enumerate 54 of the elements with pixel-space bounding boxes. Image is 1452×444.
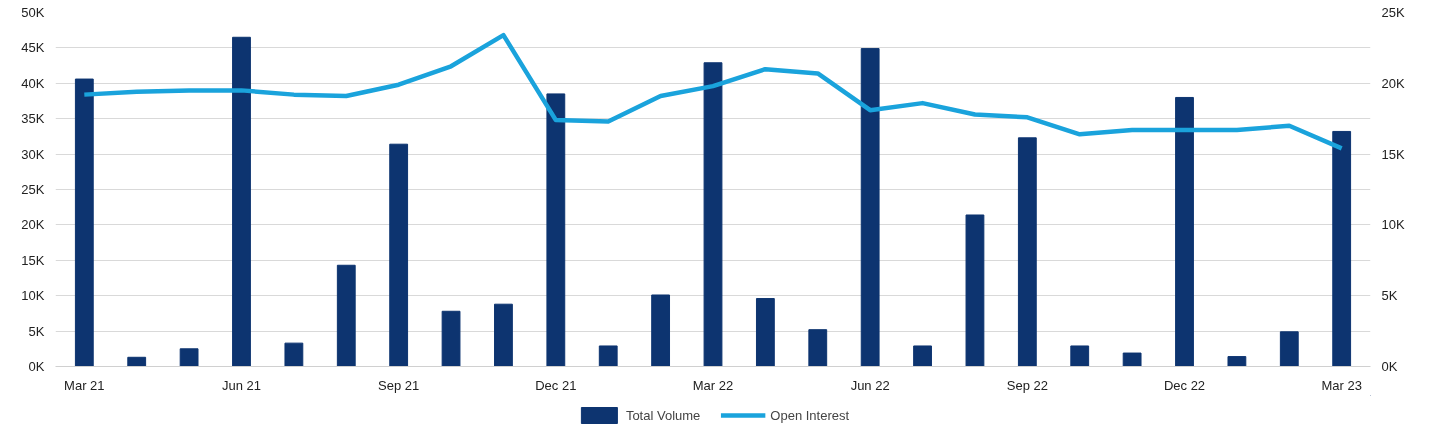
bar (1332, 130, 1352, 367)
bar (494, 303, 513, 367)
y-tick-label: 35K (21, 111, 45, 127)
x-tick-label: Jun 21 (221, 377, 262, 393)
bar (179, 348, 199, 367)
y2-tick-label: 0K (1381, 359, 1398, 374)
bar (232, 36, 251, 367)
bar (703, 62, 723, 367)
legend-label: Open Interest (770, 407, 850, 423)
legend-label: Total Volume (625, 407, 701, 423)
y-tick-label: 5K (28, 323, 45, 339)
y2-tick-label: 25K (1381, 5, 1405, 20)
y2-tick-label: 5K (1381, 288, 1398, 304)
y-tick-label: 30K (21, 146, 45, 162)
bar (1279, 331, 1299, 367)
bar (284, 342, 304, 367)
bar (808, 329, 828, 367)
bar (389, 143, 409, 367)
y-tick-label: 0K (28, 359, 45, 374)
bar (441, 310, 461, 367)
y-tick-label: 10K (21, 288, 45, 304)
bar (1122, 352, 1142, 367)
x-tick-label: Mar 21 (64, 377, 105, 393)
x-tick-label: Mar 23 (1321, 377, 1362, 393)
bar (913, 345, 932, 367)
y2-tick-label: 20K (1381, 75, 1405, 91)
y-tick-label: 45K (21, 40, 45, 56)
y2-tick-label: 15K (1381, 146, 1405, 162)
x-tick-label: Sep 22 (1006, 377, 1048, 393)
bar (651, 294, 671, 367)
x-tick-label: Sep 21 (378, 377, 420, 393)
x-tick-label: Dec 22 (1163, 377, 1206, 393)
bar (1227, 356, 1247, 367)
bar (860, 48, 880, 367)
bar (965, 214, 985, 367)
y-tick-label: 40K (21, 75, 45, 91)
bar (755, 298, 775, 367)
bar (1175, 96, 1194, 367)
y-tick-label: 25K (21, 182, 45, 197)
bar (598, 345, 618, 367)
y-tick-label: 20K (21, 217, 45, 233)
y-tick-label: 50K (21, 5, 45, 20)
x-tick-label: Mar 22 (692, 377, 734, 393)
x-tick-label: Dec 21 (535, 377, 577, 393)
bar (1017, 137, 1037, 367)
y2-tick-label: 10K (1381, 217, 1405, 233)
x-tick-label: Jun 22 (850, 377, 890, 393)
bar (1070, 345, 1090, 367)
bar (546, 93, 566, 367)
bar (336, 264, 356, 367)
bar (127, 356, 147, 367)
y-tick-label: 15K (21, 252, 45, 268)
bar (74, 78, 94, 367)
line-series (82, 32, 1344, 151)
